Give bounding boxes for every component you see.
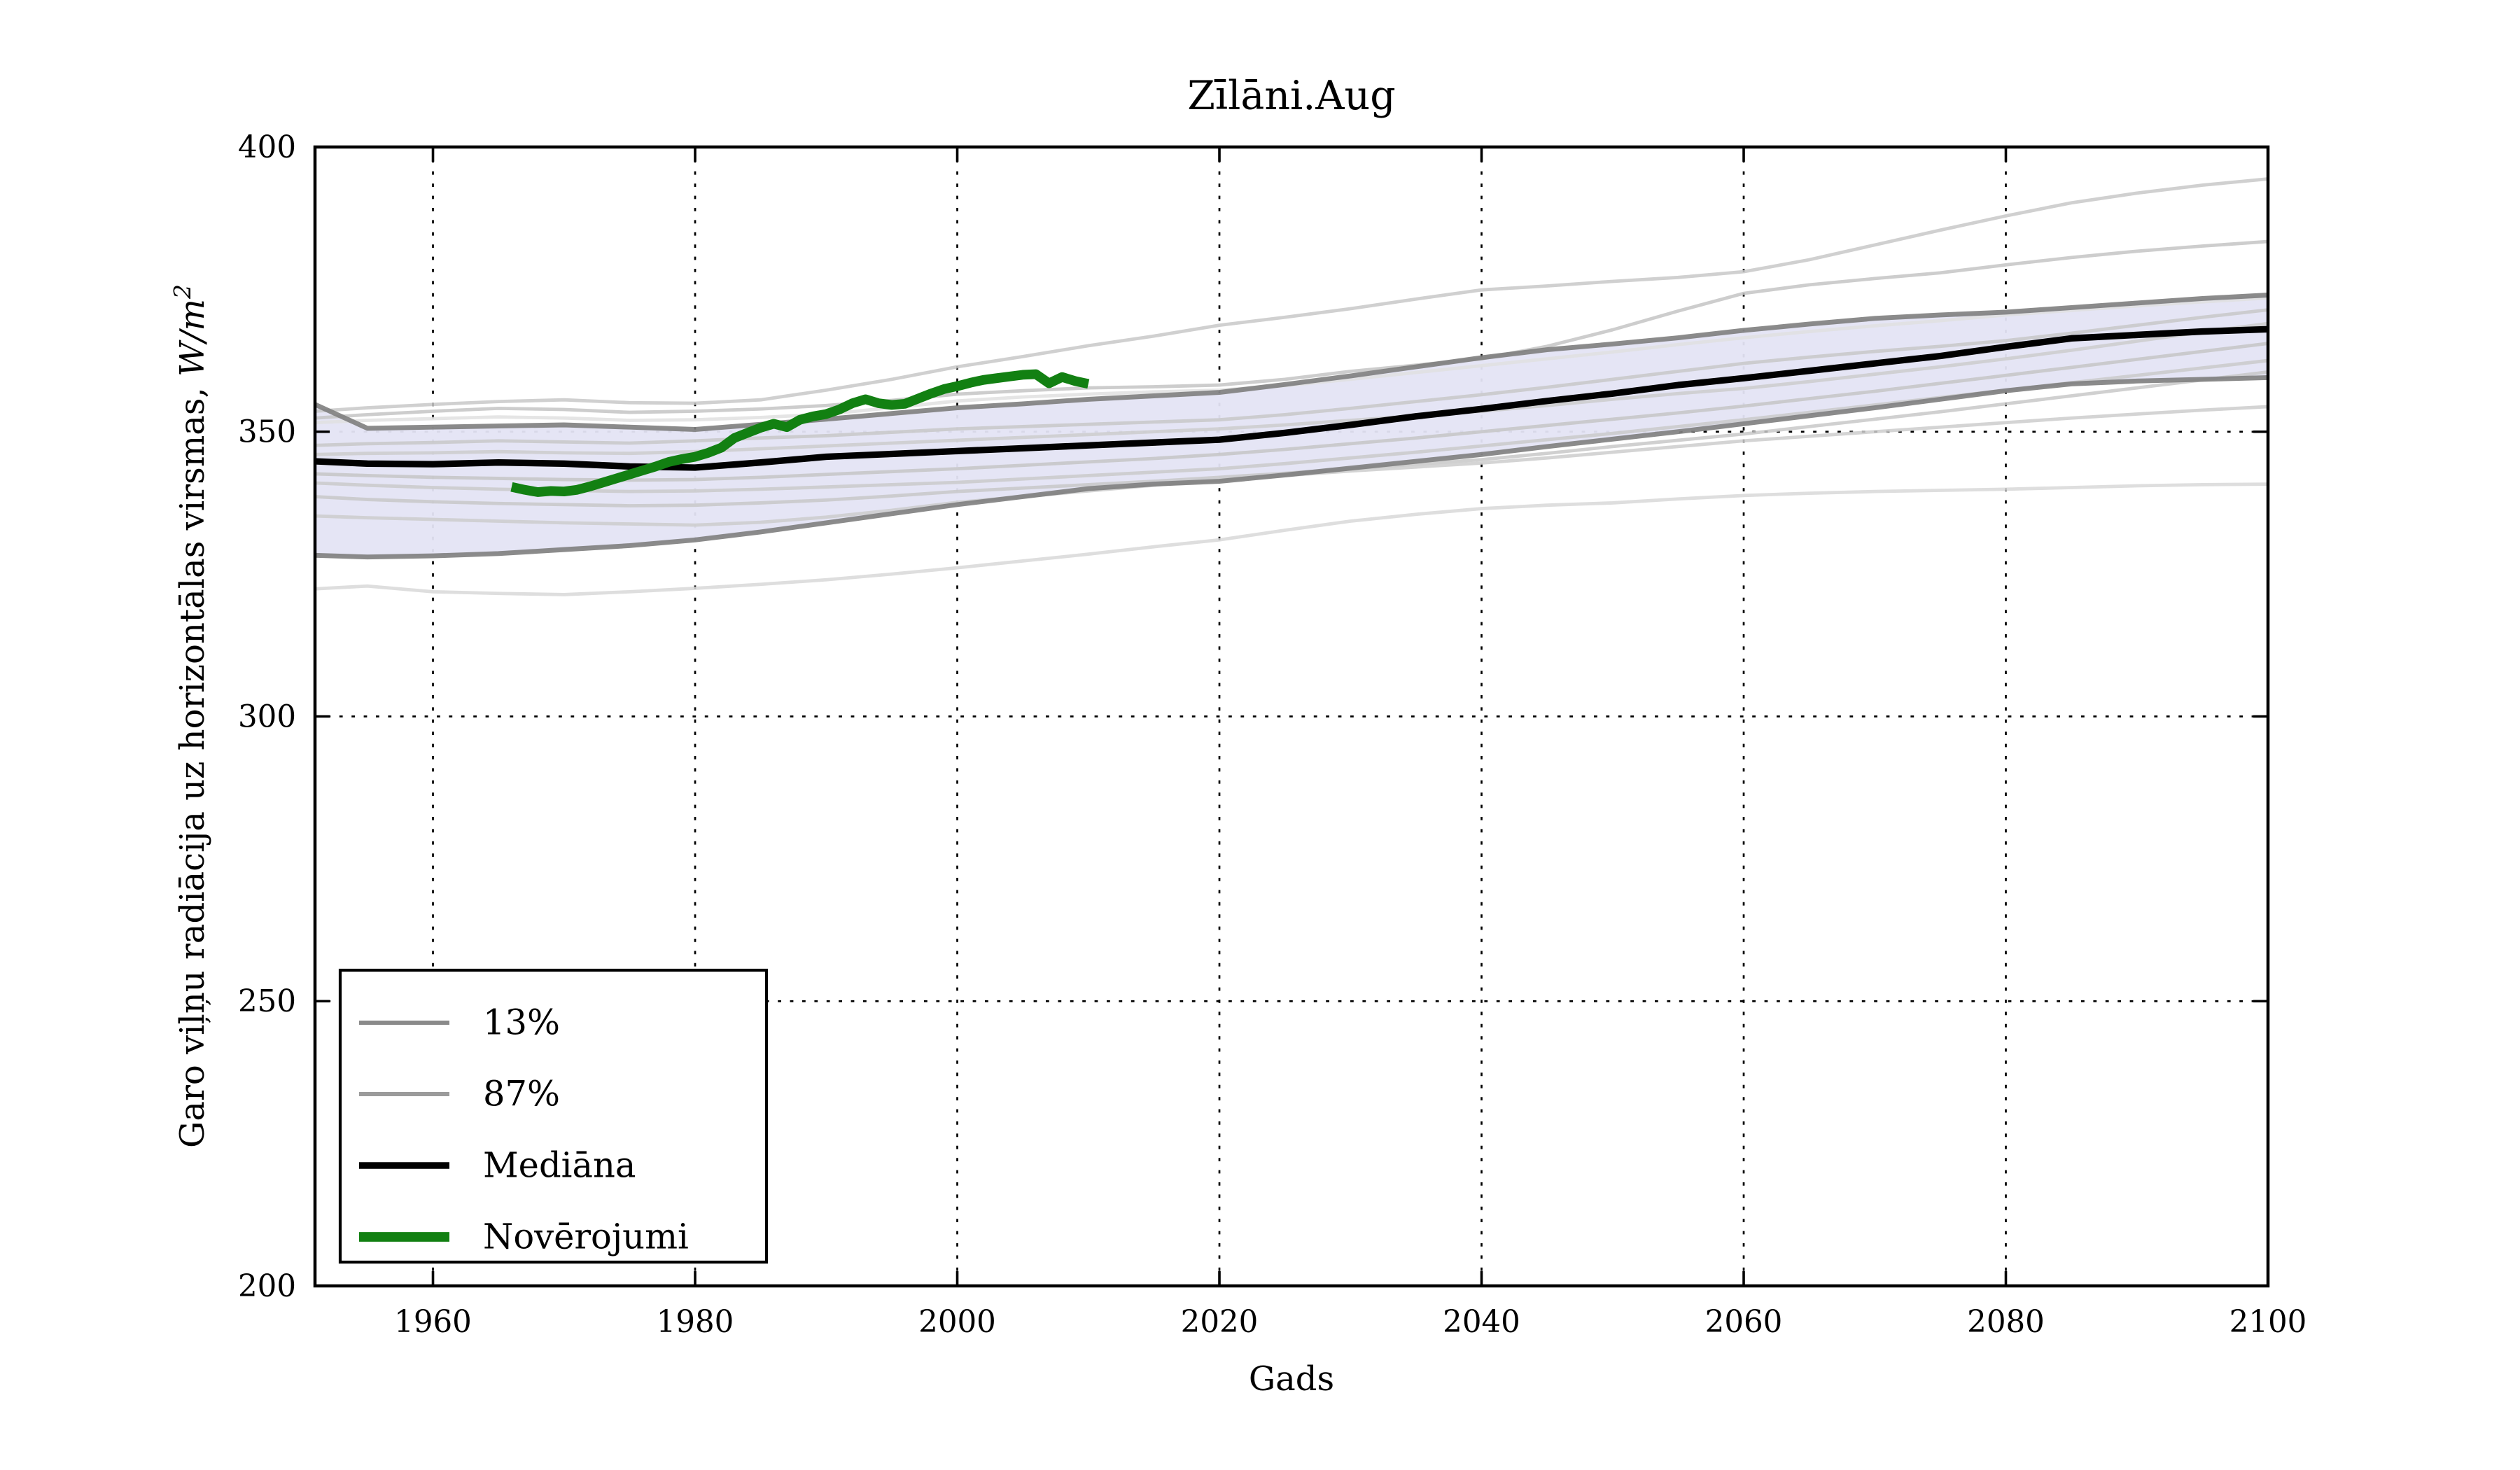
x-tick-label: 1960 <box>394 1305 472 1340</box>
x-axis-label: Gads <box>1249 1359 1334 1399</box>
chart-title: Zīlāni.Aug <box>1187 73 1395 119</box>
ensemble-member-line <box>314 239 2269 420</box>
y-tick-label: 400 <box>238 130 296 165</box>
y-tick-label: 250 <box>238 984 296 1019</box>
x-tick-label: 2060 <box>1705 1305 1783 1340</box>
y-axis-label: Garo viļņu radiācija uz horizontālas vir… <box>169 284 212 1148</box>
x-tick-label: 2080 <box>1967 1305 2045 1340</box>
legend-label: Novērojumi <box>483 1217 689 1257</box>
legend-label: Mediāna <box>483 1145 636 1186</box>
percentile-13-line <box>314 375 2269 560</box>
x-tick-label: 2020 <box>1181 1305 1259 1340</box>
percentile-87-line <box>314 293 2269 432</box>
y-tick-label: 350 <box>238 415 296 450</box>
observations-line <box>510 369 1090 497</box>
legend-label: 87% <box>483 1074 560 1114</box>
y-tick-label: 300 <box>238 699 296 734</box>
ensemble-member-line <box>314 321 2269 456</box>
x-tick-label: 2040 <box>1443 1305 1520 1340</box>
median-line <box>314 326 2269 471</box>
x-tick-label: 1980 <box>657 1305 734 1340</box>
ensemble-member-line <box>314 308 2269 447</box>
legend-box <box>338 968 769 1264</box>
y-tick-label: 200 <box>238 1269 296 1304</box>
x-tick-label: 2100 <box>2230 1305 2307 1340</box>
x-tick-label: 2000 <box>918 1305 996 1340</box>
ensemble-member-line <box>314 482 2269 596</box>
ensemble-member-line <box>314 342 2269 482</box>
legend-label: 13% <box>483 1002 560 1043</box>
ensemble-member-line <box>314 177 2269 413</box>
